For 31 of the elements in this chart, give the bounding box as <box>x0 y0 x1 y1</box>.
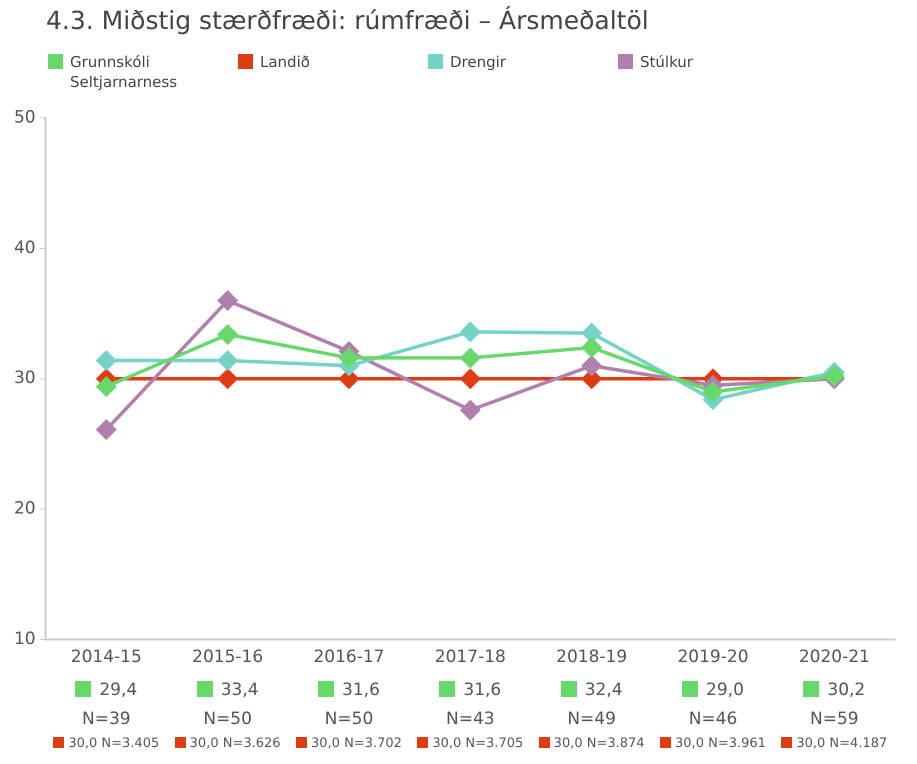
x-tick-label: 2017-18 <box>434 647 506 668</box>
data-label: 30,0 N=4.187 <box>796 736 888 751</box>
data-label: 32,4 N=49 <box>567 680 623 729</box>
data-label: 30,0 N=3.705 <box>432 736 524 751</box>
data-label: 30,0 N=3.405 <box>68 736 160 751</box>
y-tick-label: 20 <box>14 498 36 519</box>
data-label: 30,2 N=59 <box>810 680 866 729</box>
data-label: 30,0 N=3.874 <box>554 736 645 751</box>
x-tick-label: 2018-19 <box>556 647 628 668</box>
chart-title: 4.3. Miðstig stærðfræði: rúmfræði – Ársmeðaltöl <box>46 6 649 35</box>
data-label: 33,4 N=50 <box>203 680 259 729</box>
x-tick-label: 2014-15 <box>70 647 142 668</box>
y-tick-label: 10 <box>14 629 36 650</box>
data-label: 30,0 N=3.961 <box>675 736 766 751</box>
x-tick-label: 2020-21 <box>798 647 870 668</box>
data-label: 29,4 N=39 <box>82 680 138 729</box>
data-label: 29,0 N=46 <box>688 680 744 729</box>
data-label: 30,0 N=3.626 <box>190 736 281 751</box>
y-tick-label: 50 <box>14 107 36 128</box>
x-tick-label: 2019-20 <box>677 647 749 668</box>
legend-label: Landið <box>260 52 310 72</box>
legend-label: Stúlkur <box>640 52 693 72</box>
data-label: 30,0 N=3.702 <box>311 736 402 751</box>
data-label: 31,6 N=50 <box>324 680 380 729</box>
x-tick-label: 2015-16 <box>192 647 264 668</box>
data-label: 31,6 N=43 <box>446 680 502 729</box>
legend-label: Drengir <box>450 52 506 72</box>
y-tick-label: 40 <box>14 238 36 258</box>
x-tick-label: 2016-17 <box>313 647 384 668</box>
legend-label: Grunnskóli Seltjarnarness <box>70 52 178 92</box>
y-tick-label: 30 <box>14 368 36 388</box>
